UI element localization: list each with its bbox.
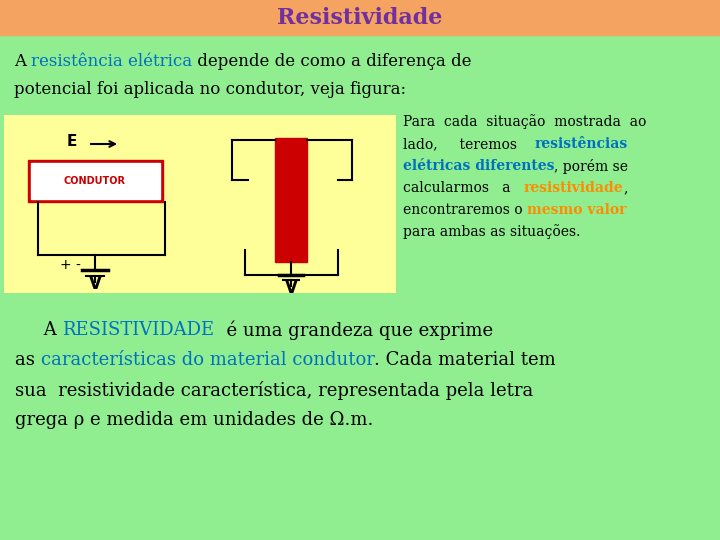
Text: V: V bbox=[284, 279, 297, 297]
Text: resistência elétrica: resistência elétrica bbox=[31, 53, 192, 71]
Bar bbox=[275, 138, 307, 262]
Text: resistividade: resistividade bbox=[523, 181, 624, 195]
Bar bbox=[5, 40, 715, 112]
Text: , porém se: , porém se bbox=[554, 159, 629, 173]
Text: grega ρ e medida em unidades de Ω.m.: grega ρ e medida em unidades de Ω.m. bbox=[15, 411, 374, 429]
Text: + -: + - bbox=[60, 258, 81, 272]
Text: CONDUTOR: CONDUTOR bbox=[64, 176, 126, 186]
Text: elétricas diferentes: elétricas diferentes bbox=[403, 159, 554, 173]
Text: lado,     teremos: lado, teremos bbox=[403, 137, 534, 151]
Bar bbox=[31, 163, 160, 199]
Text: E: E bbox=[67, 134, 77, 150]
Text: as: as bbox=[15, 351, 40, 369]
Text: depende de como a diferença de: depende de como a diferença de bbox=[192, 53, 472, 71]
Text: A: A bbox=[15, 321, 63, 339]
Text: Para  cada  situação  mostrada  ao: Para cada situação mostrada ao bbox=[403, 114, 647, 130]
Text: V: V bbox=[89, 275, 102, 293]
Text: RESISTIVIDADE: RESISTIVIDADE bbox=[63, 321, 215, 339]
Text: encontraremos o: encontraremos o bbox=[403, 203, 527, 217]
Bar bbox=[5, 116, 395, 292]
Text: calcularmos   a: calcularmos a bbox=[403, 181, 523, 195]
Text: para ambas as situações.: para ambas as situações. bbox=[403, 225, 580, 239]
Text: A: A bbox=[14, 53, 31, 71]
Text: sua  resistividade característica, representada pela letra: sua resistividade característica, repres… bbox=[15, 381, 534, 400]
Text: . Cada material tem: . Cada material tem bbox=[374, 351, 557, 369]
Text: é uma grandeza que exprime: é uma grandeza que exprime bbox=[215, 320, 492, 340]
Bar bbox=[0, 0, 720, 35]
Text: mesmo valor: mesmo valor bbox=[527, 203, 626, 217]
Bar bbox=[28, 160, 163, 202]
Text: características do material condutor: características do material condutor bbox=[40, 351, 374, 369]
Text: Resistividade: Resistividade bbox=[277, 7, 443, 29]
Text: ,: , bbox=[624, 181, 628, 195]
Text: potencial foi aplicada no condutor, veja figura:: potencial foi aplicada no condutor, veja… bbox=[14, 82, 406, 98]
Text: resistências: resistências bbox=[534, 137, 628, 151]
